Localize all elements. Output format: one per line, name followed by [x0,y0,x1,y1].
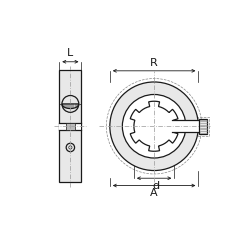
Polygon shape [172,120,200,132]
Text: d: d [152,181,160,191]
Circle shape [69,146,72,149]
Text: A: A [150,188,158,198]
Text: R: R [150,58,158,68]
Circle shape [122,94,186,158]
Polygon shape [130,101,178,151]
Text: L: L [67,48,73,58]
Circle shape [62,96,79,112]
Polygon shape [59,123,82,130]
Polygon shape [199,118,207,134]
Polygon shape [66,123,74,130]
Circle shape [66,143,74,152]
Polygon shape [62,104,79,108]
Polygon shape [59,70,82,182]
Circle shape [110,82,198,170]
